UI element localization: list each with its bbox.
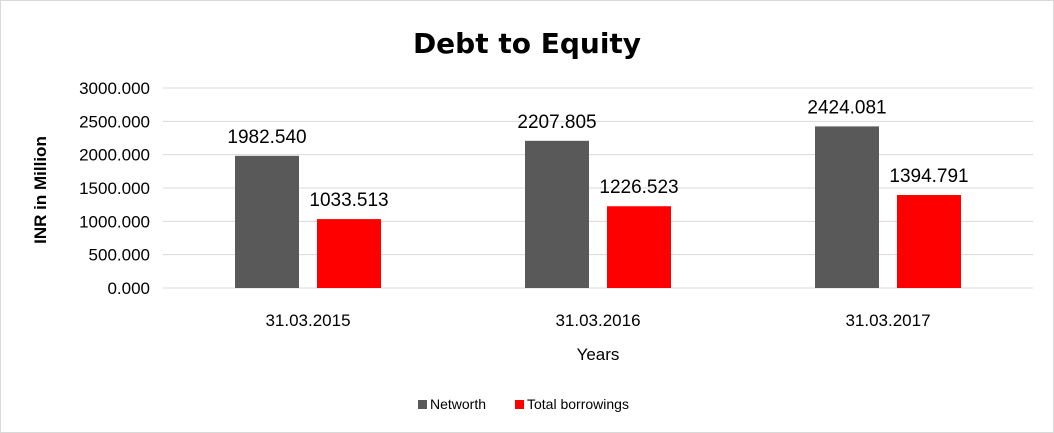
y-tick-label: 2500.000: [79, 112, 150, 131]
y-tick-label: 1500.000: [79, 179, 150, 198]
bar-networth: [525, 140, 589, 288]
y-axis-ticks: 0.000 500.000 1000.000 1500.000 2000.000 2500…: [79, 79, 150, 298]
legend-label: Networth: [430, 396, 486, 412]
y-tick-label: 500.000: [89, 246, 150, 265]
y-tick-label: 1000.000: [79, 212, 150, 231]
gridlines: [163, 87, 1033, 289]
data-label: 1033.513: [309, 190, 388, 211]
legend-item-total-borrowings: Total borrowings: [515, 396, 629, 412]
data-label: 2207.805: [517, 112, 596, 133]
chart-title: Debt to Equity: [413, 27, 641, 60]
legend-swatch: [418, 400, 427, 409]
bar-networth: [815, 126, 879, 289]
y-tick-label: 2000.000: [79, 146, 150, 165]
legend-label: Total borrowings: [527, 396, 629, 412]
y-tick-label: 3000.000: [79, 79, 150, 98]
x-tick-label: 31.03.2017: [845, 311, 930, 330]
bar-networth: [235, 155, 299, 288]
y-tick-label: 0.000: [107, 279, 150, 298]
legend-swatch: [515, 400, 524, 409]
bar-total-borrowings: [897, 195, 961, 288]
data-label: 2424.081: [807, 97, 886, 118]
y-axis-title: INR in Million: [31, 136, 50, 244]
bars: 1982.540 1033.513 2207.805 1226.523 2424.081…: [227, 97, 969, 289]
x-tick-label: 31.03.2015: [265, 311, 350, 330]
x-tick-label: 31.03.2016: [555, 311, 640, 330]
data-label: 1394.791: [889, 166, 968, 187]
legend-item-networth: Networth: [418, 396, 486, 412]
x-axis-ticks: 31.03.2015 31.03.2016 31.03.2017: [265, 311, 930, 330]
data-label: 1226.523: [599, 177, 678, 198]
bar-total-borrowings: [607, 206, 671, 288]
x-axis-title: Years: [577, 345, 620, 364]
bar-total-borrowings: [317, 219, 381, 288]
data-label: 1982.540: [227, 127, 306, 148]
legend: Networth Total borrowings: [418, 396, 629, 412]
